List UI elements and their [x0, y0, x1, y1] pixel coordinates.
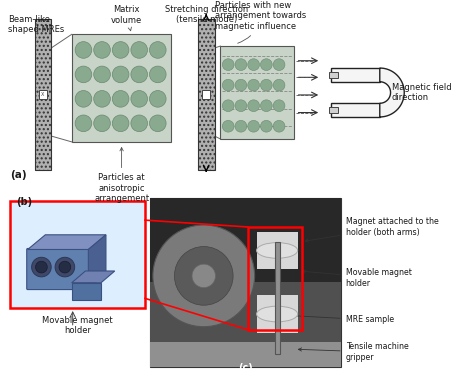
Circle shape	[261, 100, 272, 112]
Text: Movable magnet
holder: Movable magnet holder	[42, 316, 113, 335]
Text: Tensile machine
gripper: Tensile machine gripper	[299, 342, 408, 362]
Bar	[198, 19, 215, 170]
Circle shape	[149, 66, 166, 83]
Circle shape	[192, 264, 216, 288]
Bar	[248, 227, 301, 330]
Circle shape	[235, 79, 247, 91]
Circle shape	[273, 79, 285, 91]
Text: (b): (b)	[16, 197, 32, 208]
Circle shape	[235, 120, 247, 132]
Circle shape	[261, 120, 272, 132]
Text: (a): (a)	[10, 170, 27, 180]
Circle shape	[273, 59, 285, 71]
Circle shape	[235, 59, 247, 71]
Circle shape	[131, 42, 147, 58]
Bar	[150, 342, 341, 367]
Bar	[150, 198, 341, 282]
Circle shape	[131, 66, 147, 83]
Circle shape	[153, 225, 255, 327]
Ellipse shape	[256, 243, 298, 258]
Bar	[329, 107, 338, 113]
Circle shape	[32, 257, 51, 277]
Bar	[150, 198, 341, 367]
Ellipse shape	[256, 306, 298, 322]
Circle shape	[59, 261, 71, 273]
Circle shape	[149, 91, 166, 107]
Text: X: X	[41, 92, 45, 97]
Text: Movable magnet
holder: Movable magnet holder	[302, 268, 411, 288]
Bar	[220, 46, 294, 139]
Bar	[72, 283, 101, 301]
Bar	[202, 90, 210, 99]
Circle shape	[112, 66, 129, 83]
Circle shape	[75, 115, 92, 132]
Circle shape	[273, 120, 285, 132]
Bar	[331, 68, 380, 82]
Circle shape	[248, 59, 259, 71]
Circle shape	[94, 42, 110, 58]
Circle shape	[75, 66, 92, 83]
Text: MRE sample: MRE sample	[284, 314, 394, 324]
Circle shape	[94, 91, 110, 107]
Bar	[331, 103, 380, 117]
Circle shape	[248, 120, 259, 132]
Circle shape	[149, 115, 166, 132]
Circle shape	[112, 42, 129, 58]
Circle shape	[261, 79, 272, 91]
Circle shape	[149, 42, 166, 58]
Bar	[150, 282, 341, 367]
Text: Matrix
volume: Matrix volume	[111, 5, 142, 31]
Circle shape	[55, 257, 74, 277]
Circle shape	[222, 100, 234, 112]
Circle shape	[261, 59, 272, 71]
Text: Magnet attached to the
holder (both arms): Magnet attached to the holder (both arms…	[305, 217, 438, 242]
Text: Particles at
anisotropic
arrangement: Particles at anisotropic arrangement	[94, 147, 149, 203]
Bar	[256, 232, 298, 269]
Circle shape	[248, 100, 259, 112]
Circle shape	[131, 115, 147, 132]
Text: Beam-like
shaped MREs: Beam-like shaped MREs	[8, 15, 64, 34]
Text: Stretching direction
(tensile mode): Stretching direction (tensile mode)	[164, 5, 248, 24]
Bar	[256, 296, 298, 333]
Text: (c): (c)	[238, 363, 253, 373]
Bar	[10, 201, 145, 308]
Circle shape	[273, 100, 285, 112]
Bar	[35, 19, 51, 170]
Circle shape	[112, 91, 129, 107]
FancyBboxPatch shape	[27, 248, 89, 290]
Polygon shape	[72, 271, 115, 283]
Polygon shape	[27, 235, 106, 249]
Text: Particles with new
arrangement towards
magnetic influence: Particles with new arrangement towards m…	[216, 1, 307, 43]
Circle shape	[112, 115, 129, 132]
Circle shape	[222, 79, 234, 91]
Circle shape	[248, 79, 259, 91]
Bar	[72, 34, 172, 142]
Polygon shape	[380, 68, 404, 117]
Circle shape	[131, 91, 147, 107]
Circle shape	[222, 59, 234, 71]
Bar	[39, 90, 47, 99]
Circle shape	[174, 246, 233, 305]
Polygon shape	[88, 235, 106, 288]
Circle shape	[235, 100, 247, 112]
Bar	[329, 72, 338, 78]
Text: Magnetic field
direction: Magnetic field direction	[392, 83, 451, 102]
Bar	[275, 242, 280, 354]
Circle shape	[94, 66, 110, 83]
Circle shape	[94, 115, 110, 132]
Circle shape	[75, 91, 92, 107]
Circle shape	[75, 42, 92, 58]
Circle shape	[36, 261, 47, 273]
Circle shape	[222, 120, 234, 132]
